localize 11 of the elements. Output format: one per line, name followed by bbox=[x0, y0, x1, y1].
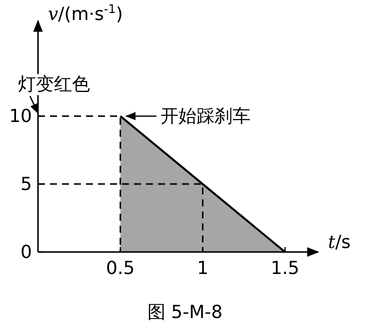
x-tick-label: 1 bbox=[196, 258, 208, 279]
y-axis-title: v/(m·s$^{-1}$) bbox=[48, 2, 123, 25]
caption: 图 5-M-8 bbox=[147, 302, 223, 323]
annotation: 灯变红色 bbox=[18, 74, 90, 96]
y-tick-label: 5 bbox=[20, 174, 32, 196]
y-tick-label: 10 bbox=[9, 106, 32, 128]
x-tick-label: 0.5 bbox=[106, 258, 135, 279]
annotation: 开始踩刹车 bbox=[160, 106, 250, 128]
x-tick-label: 1.5 bbox=[270, 258, 300, 279]
y-tick-label: 0 bbox=[20, 242, 32, 263]
x-axis-title: t/s bbox=[328, 232, 351, 253]
